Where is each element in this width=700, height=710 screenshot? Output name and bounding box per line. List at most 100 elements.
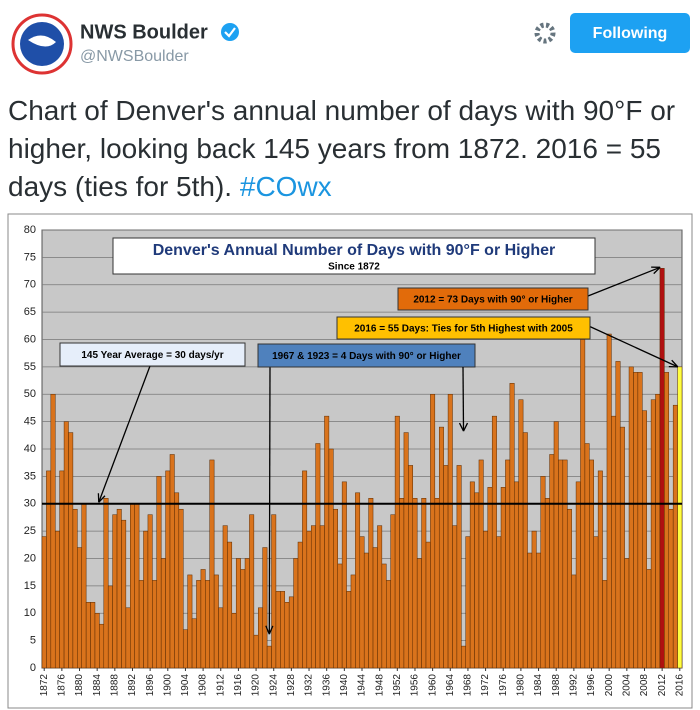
- bar: [103, 498, 109, 669]
- bar: [280, 591, 286, 669]
- bar: [425, 541, 431, 669]
- bar: [328, 448, 334, 669]
- x-tick-label: 2008: [639, 674, 650, 697]
- bar: [602, 580, 608, 669]
- bar: [297, 541, 303, 669]
- y-tick-label: 20: [24, 552, 36, 564]
- x-tick-label: 1960: [427, 674, 438, 697]
- bar: [500, 487, 506, 669]
- bar: [72, 508, 78, 669]
- bar: [107, 585, 113, 669]
- bar: [262, 547, 268, 669]
- bar: [452, 525, 458, 669]
- x-tick-label: 1992: [569, 674, 580, 697]
- bar: [346, 591, 352, 669]
- tweet-body: Chart of Denver's annual number of days …: [8, 95, 676, 202]
- x-tick-label: 1884: [92, 674, 103, 697]
- bar: [81, 503, 87, 669]
- bar: [514, 481, 519, 669]
- bar: [637, 372, 643, 669]
- gear-icon[interactable]: [534, 22, 556, 44]
- bar: [372, 547, 378, 669]
- bar: [350, 574, 356, 669]
- bar: [310, 525, 316, 669]
- bar: [253, 634, 259, 669]
- bar: [337, 563, 343, 669]
- arrow-head: [668, 359, 679, 368]
- bar: [213, 574, 219, 669]
- bar: [443, 465, 449, 669]
- x-tick-label: 2000: [604, 674, 615, 697]
- chart-title: Denver's Annual Number of Days with 90°F…: [153, 242, 556, 259]
- bar: [160, 558, 166, 669]
- bar: [377, 525, 383, 669]
- bar: [359, 536, 365, 669]
- bar: [284, 602, 290, 669]
- user-name[interactable]: NWS Boulder: [80, 21, 208, 43]
- bar: [200, 569, 206, 669]
- bar: [447, 394, 453, 669]
- bar: [593, 536, 599, 669]
- bar: [544, 498, 550, 669]
- y-tick-label: 25: [24, 525, 36, 537]
- x-tick-label: 1932: [304, 674, 315, 697]
- bar: [584, 443, 590, 669]
- bar: [90, 602, 96, 669]
- bar: [522, 432, 528, 669]
- avatar-cloud: [28, 35, 56, 47]
- bar: [54, 530, 60, 669]
- chart: 0 5 10 15 20 25 30 35 40 45 50 55 60 65 70 75 80 1872 1876…: [7, 213, 693, 709]
- x-tick-label: 1996: [586, 674, 597, 697]
- bar: [421, 498, 427, 669]
- x-tick-label: 1964: [445, 674, 456, 697]
- bar: [575, 481, 581, 669]
- header: NWS Boulder @NWSBoulder Following: [11, 13, 690, 75]
- bar: [240, 569, 246, 669]
- chart-subtitle: Since 1872: [328, 262, 380, 273]
- bar: [77, 547, 82, 669]
- x-tick-label: 1928: [286, 674, 297, 697]
- y-tick-label: 80: [24, 224, 36, 236]
- bar: [368, 498, 374, 669]
- x-tick-label: 2016: [674, 674, 685, 697]
- y-tick-label: 15: [24, 580, 36, 592]
- hashtag[interactable]: #COwx: [239, 171, 332, 202]
- bar: [244, 558, 250, 669]
- x-tick-label: 1924: [268, 674, 279, 697]
- user-handle[interactable]: @NWSBoulder: [80, 48, 189, 65]
- bar: [394, 415, 400, 669]
- bar: [633, 372, 639, 669]
- x-tick-label: 1908: [198, 674, 209, 697]
- x-tick-label: 1976: [498, 674, 509, 697]
- x-tick-label: 1944: [357, 674, 368, 697]
- bar: [147, 514, 153, 669]
- bar: [465, 536, 471, 669]
- x-tick-label: 1892: [127, 674, 138, 697]
- annotation-arrow: [268, 366, 271, 635]
- x-tick-label: 1920: [251, 674, 262, 697]
- follow-button-label[interactable]: Following: [593, 25, 668, 42]
- y-tick-label: 45: [24, 416, 36, 428]
- bar: [121, 519, 127, 669]
- bar: [496, 536, 502, 669]
- annotation-text: 2016 = 55 Days: Ties for 5th Highest wit…: [354, 324, 573, 335]
- bar: [363, 552, 369, 669]
- bar: [315, 443, 321, 669]
- bar: [288, 596, 294, 669]
- follow-button[interactable]: [570, 13, 690, 53]
- annotation-box: [397, 287, 589, 311]
- arrow-head: [651, 266, 661, 275]
- bar: [85, 602, 91, 669]
- bar: [196, 580, 202, 669]
- x-tick-label: 1972: [480, 674, 491, 697]
- bar: [209, 459, 215, 669]
- y-tick-label: 40: [24, 443, 36, 455]
- bar: [112, 514, 118, 669]
- bar: [518, 399, 524, 669]
- bar: [430, 394, 436, 669]
- bar: [271, 514, 277, 669]
- bar: [668, 508, 674, 669]
- bar: [381, 563, 387, 669]
- bar: [59, 470, 65, 669]
- bar: [68, 432, 74, 669]
